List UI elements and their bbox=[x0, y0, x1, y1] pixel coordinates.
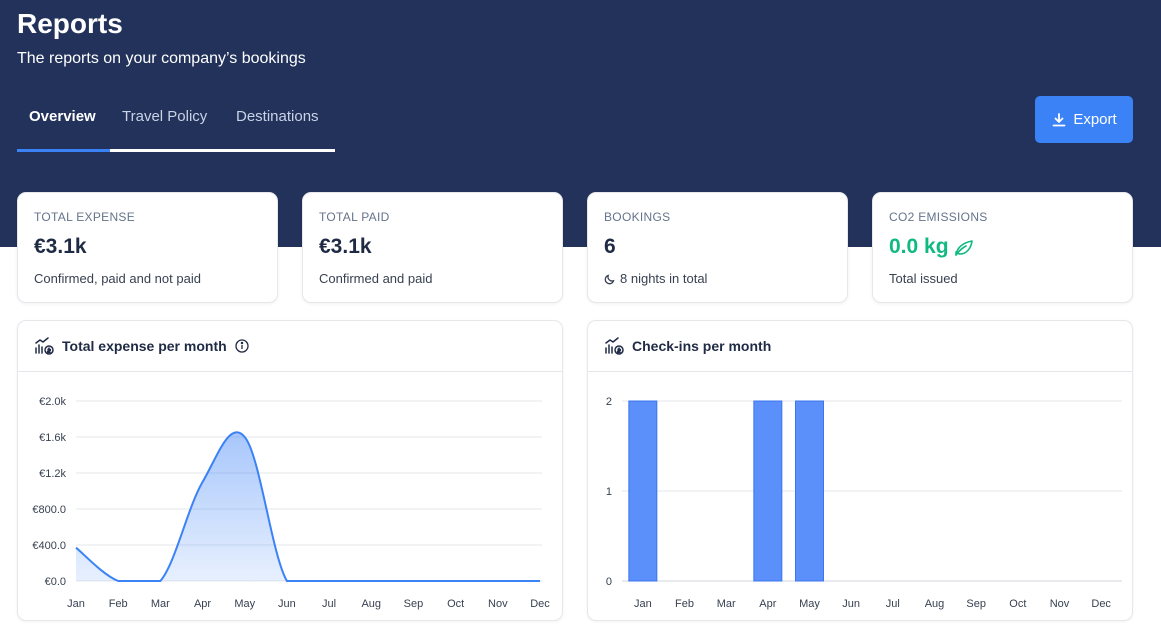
active-tab-indicator bbox=[17, 149, 110, 152]
stat-value: 0.0 kg bbox=[889, 235, 975, 259]
stat-desc-text: Confirmed, paid and not paid bbox=[34, 271, 201, 286]
series-line bbox=[75, 431, 540, 583]
chart-title: Total expense per month bbox=[62, 338, 227, 354]
x-tick-label: May bbox=[234, 598, 255, 610]
chart-title: Check-ins per month bbox=[632, 338, 772, 354]
stat-desc-text: Confirmed and paid bbox=[319, 271, 433, 286]
stat-card-total-expense: TOTAL EXPENSE €3.1k Confirmed, paid and … bbox=[17, 192, 278, 303]
leaf-icon bbox=[954, 240, 973, 256]
stat-desc-text: Total issued bbox=[889, 271, 958, 286]
info-icon[interactable] bbox=[235, 339, 249, 353]
x-tick-label: Dec bbox=[1091, 598, 1111, 610]
x-tick-label: Jun bbox=[278, 598, 296, 610]
x-tick-label: Jan bbox=[67, 598, 85, 610]
stat-label: CO2 EMISSIONS bbox=[889, 210, 988, 224]
chart-header: Total expense per month bbox=[18, 321, 562, 372]
y-tick-label: €800.0 bbox=[32, 504, 66, 516]
export-label: Export bbox=[1073, 111, 1117, 128]
x-tick-label: Aug bbox=[361, 598, 381, 610]
stat-value-text: 6 bbox=[604, 235, 616, 258]
y-tick-label: €1.6k bbox=[39, 432, 66, 444]
report-tabs: Overview Travel Policy Destinations bbox=[17, 100, 335, 152]
moon-icon bbox=[604, 273, 615, 284]
x-tick-label: Sep bbox=[966, 598, 986, 610]
y-tick-label: €1.2k bbox=[39, 468, 66, 480]
x-tick-label: Feb bbox=[675, 598, 694, 610]
x-tick-label: Dec bbox=[530, 598, 550, 610]
chart-growth-icon bbox=[605, 337, 624, 355]
page-subtitle: The reports on your company’s bookings bbox=[17, 50, 306, 67]
y-tick-label: 2 bbox=[606, 396, 612, 408]
stat-label: TOTAL PAID bbox=[319, 210, 390, 224]
stat-label: TOTAL EXPENSE bbox=[34, 210, 136, 224]
x-tick-label: May bbox=[799, 598, 820, 610]
stat-desc: Confirmed, paid and not paid bbox=[34, 271, 201, 286]
x-tick-label: Nov bbox=[488, 598, 508, 610]
y-tick-label: €400.0 bbox=[32, 540, 66, 552]
x-tick-label: Apr bbox=[759, 598, 776, 610]
x-tick-label: Jul bbox=[886, 598, 900, 610]
x-tick-label: Apr bbox=[194, 598, 211, 610]
bar bbox=[753, 400, 783, 582]
chart-header: Check-ins per month bbox=[588, 321, 1132, 372]
chart-card-total-expense: Total expense per month €0.0 €400.0 €800.0… bbox=[17, 320, 563, 621]
y-tick-label: €2.0k bbox=[39, 396, 66, 408]
stat-value: €3.1k bbox=[34, 235, 87, 259]
stat-value-text: 0.0 kg bbox=[889, 235, 949, 258]
x-tick-label: Aug bbox=[925, 598, 945, 610]
x-tick-label: Jul bbox=[322, 598, 336, 610]
stat-desc-text: 8 nights in total bbox=[620, 271, 708, 286]
x-tick-label: Jan bbox=[634, 598, 652, 610]
area-fill bbox=[76, 432, 540, 581]
stat-value: 6 bbox=[604, 235, 616, 259]
page-title: Reports bbox=[17, 8, 123, 39]
stat-card-bookings: BOOKINGS 6 8 nights in total bbox=[587, 192, 848, 303]
x-tick-label: Oct bbox=[1009, 598, 1026, 610]
stat-desc: Confirmed and paid bbox=[319, 271, 432, 286]
bar bbox=[795, 400, 824, 582]
x-tick-label: Mar bbox=[151, 598, 170, 610]
x-tick-label: Feb bbox=[109, 598, 128, 610]
tab-travel-policy[interactable]: Travel Policy bbox=[122, 108, 208, 125]
x-tick-label: Sep bbox=[404, 598, 424, 610]
x-tick-label: Oct bbox=[447, 598, 464, 610]
stat-card-total-paid: TOTAL PAID €3.1k Confirmed and paid bbox=[302, 192, 563, 303]
stat-desc: 8 nights in total bbox=[604, 271, 707, 286]
expense-area-chart: €0.0 €400.0 €800.0 €1.2k €1.6k €2.0k Jan Feb Mar… bbox=[32, 396, 550, 610]
tab-destinations[interactable]: Destinations bbox=[236, 108, 319, 125]
stat-value-text: €3.1k bbox=[34, 235, 87, 258]
x-tick-label: Jun bbox=[842, 598, 860, 610]
chart-growth-icon bbox=[35, 337, 54, 355]
chart-card-check-ins: Check-ins per month 0 1 2 Jan Feb Mar Apr May Ju… bbox=[587, 320, 1133, 621]
stat-desc: Total issued bbox=[889, 271, 958, 286]
download-icon bbox=[1052, 112, 1066, 126]
export-button[interactable]: Export bbox=[1035, 96, 1133, 143]
stat-card-co2-emissions: CO2 EMISSIONS 0.0 kg Total issued bbox=[872, 192, 1133, 303]
y-tick-label: 0 bbox=[606, 576, 612, 588]
stat-label: BOOKINGS bbox=[604, 210, 671, 224]
checkins-bar-chart: 0 1 2 Jan Feb Mar Apr May Jun Jul Aug Sep Oct Nov Dec bbox=[606, 396, 1122, 610]
x-tick-label: Nov bbox=[1050, 598, 1070, 610]
stat-value-text: €3.1k bbox=[319, 235, 372, 258]
x-tick-label: Mar bbox=[717, 598, 736, 610]
bar bbox=[628, 400, 658, 582]
y-tick-label: €0.0 bbox=[45, 576, 66, 588]
tab-overview[interactable]: Overview bbox=[29, 108, 96, 125]
stat-value: €3.1k bbox=[319, 235, 372, 259]
y-tick-label: 1 bbox=[606, 486, 612, 498]
